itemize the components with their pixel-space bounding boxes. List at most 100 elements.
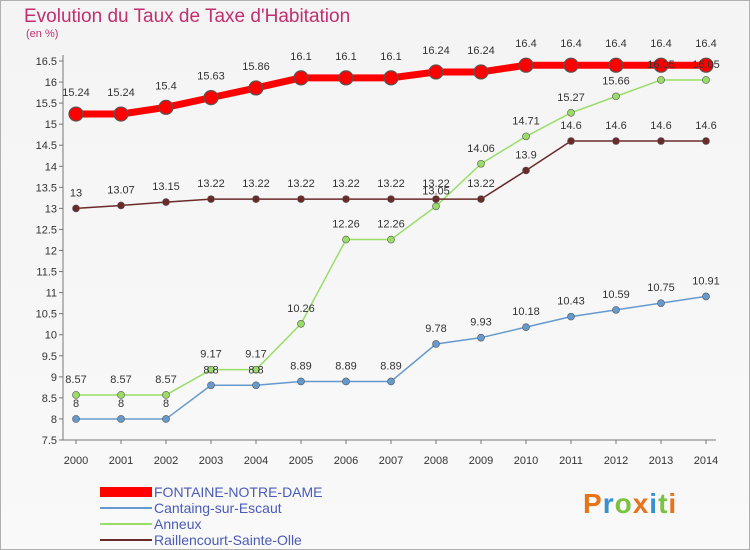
- legend-swatch: [100, 539, 152, 541]
- data-label: 8.89: [335, 360, 356, 372]
- y-tick-label: 7.5: [42, 435, 57, 447]
- data-label: 14.6: [695, 120, 716, 132]
- x-tick-label: 2004: [244, 455, 268, 467]
- data-label: 8.8: [203, 364, 218, 376]
- data-label: 15.66: [602, 75, 630, 87]
- data-point: [72, 415, 80, 423]
- data-point: [702, 76, 710, 84]
- data-point: [612, 137, 620, 145]
- x-tick-label: 2011: [559, 455, 583, 467]
- data-label: 8.57: [65, 374, 86, 386]
- data-label: 16.4: [560, 38, 581, 50]
- data-point: [117, 391, 125, 399]
- y-tick-label: 15.5: [36, 98, 57, 110]
- y-tick-label: 10: [45, 330, 57, 342]
- data-label: 16.1: [335, 51, 356, 63]
- y-tick-label: 16: [45, 77, 57, 89]
- data-point: [207, 381, 215, 390]
- data-point: [117, 201, 125, 210]
- data-point: [162, 415, 170, 423]
- data-point: [702, 137, 710, 145]
- data-point: [518, 57, 534, 73]
- data-point: [612, 306, 620, 314]
- data-point: [432, 202, 440, 211]
- data-point: [563, 57, 579, 73]
- data-label: 10.26: [287, 303, 315, 315]
- x-tick-label: 2010: [514, 455, 538, 467]
- data-label: 8.89: [290, 360, 311, 372]
- y-tick-label: 13.5: [36, 182, 57, 194]
- legend-label: Raillencourt-Sainte-Olle: [154, 532, 302, 548]
- legend-label: FONTAINE-NOTRE-DAME: [154, 484, 323, 500]
- data-point: [158, 99, 174, 115]
- y-tick-label: 13: [45, 203, 57, 215]
- y-tick-label: 15: [45, 119, 57, 131]
- x-tick-label: 2000: [64, 455, 88, 467]
- data-label: 10.91: [692, 275, 720, 287]
- data-label: 14.6: [605, 120, 626, 132]
- data-point: [387, 235, 395, 244]
- data-point: [657, 76, 665, 84]
- y-tick-label: 9: [51, 372, 57, 384]
- data-label: 15.27: [557, 92, 585, 104]
- data-point: [522, 166, 530, 175]
- data-point: [162, 391, 170, 399]
- data-point: [207, 365, 215, 374]
- data-label: 16.05: [692, 59, 720, 71]
- data-point: [68, 106, 84, 122]
- legend-swatch: [100, 487, 152, 497]
- data-label: 13: [70, 187, 82, 199]
- data-label: 15.4: [155, 80, 176, 92]
- data-label: 8: [118, 398, 124, 410]
- data-label: 13.22: [377, 178, 405, 190]
- y-tick-label: 11.5: [36, 267, 57, 279]
- x-tick-label: 2013: [649, 455, 673, 467]
- data-point: [113, 106, 129, 122]
- x-tick-label: 2003: [199, 455, 223, 467]
- x-tick-label: 2002: [154, 455, 178, 467]
- legend-label: Cantaing-sur-Escaut: [154, 500, 282, 516]
- data-label: 13.05: [422, 185, 450, 197]
- data-label: 14.6: [560, 120, 581, 132]
- x-tick-label: 2014: [694, 455, 718, 467]
- data-point: [698, 57, 714, 73]
- y-tick-label: 8.5: [42, 393, 57, 405]
- data-point: [297, 319, 305, 328]
- data-label: 10.43: [557, 296, 585, 308]
- series-line: [76, 295, 707, 420]
- data-point: [608, 57, 624, 73]
- data-label: 16.1: [380, 51, 401, 63]
- legend-item: Cantaing-sur-Escaut: [100, 500, 520, 516]
- data-label: 8: [163, 398, 169, 410]
- data-point: [387, 195, 395, 203]
- legend-item: FONTAINE-NOTRE-DAME: [100, 484, 520, 500]
- legend-swatch: [100, 523, 152, 525]
- data-label: 13.07: [107, 184, 135, 196]
- data-label: 8.57: [155, 374, 176, 386]
- data-point: [432, 195, 440, 203]
- data-label: 15.86: [242, 61, 270, 73]
- data-point: [252, 381, 260, 390]
- x-tick-label: 2012: [604, 455, 628, 467]
- proxiti-logo: Proxiti: [583, 488, 678, 519]
- data-label: 13.22: [467, 178, 495, 190]
- data-label: 16.4: [605, 38, 626, 50]
- y-tick-label: 12.5: [36, 224, 57, 236]
- data-label: 16.05: [647, 59, 675, 71]
- data-label: 13.22: [242, 178, 270, 190]
- legend-swatch: [100, 507, 152, 509]
- x-tick-label: 2006: [334, 455, 358, 467]
- data-point: [338, 70, 354, 86]
- data-point: [657, 299, 665, 307]
- data-label: 14.6: [650, 120, 671, 132]
- x-tick-label: 2009: [469, 455, 493, 467]
- data-label: 15.24: [62, 87, 90, 99]
- data-label: 14.71: [512, 115, 540, 127]
- data-label: 13.9: [515, 149, 536, 161]
- data-point: [342, 377, 350, 386]
- y-tick-label: 14: [45, 161, 57, 173]
- data-point: [203, 90, 219, 106]
- data-point: [567, 137, 575, 145]
- data-point: [72, 391, 80, 399]
